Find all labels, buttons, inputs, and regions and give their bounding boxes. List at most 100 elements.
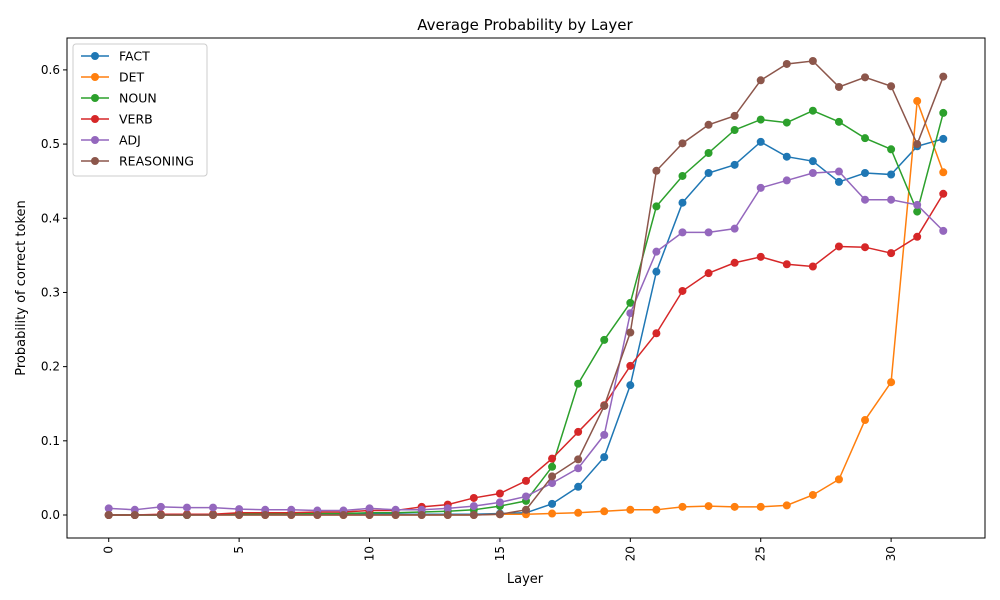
data-point — [808, 490, 817, 499]
data-point — [548, 462, 557, 471]
data-point — [939, 134, 948, 143]
data-point — [626, 505, 635, 514]
legend-item-reasoning: REASONING — [81, 154, 194, 169]
data-point — [808, 57, 817, 65]
data-point — [678, 228, 687, 237]
data-point — [782, 176, 791, 185]
data-point — [417, 511, 426, 519]
data-point — [887, 378, 896, 387]
data-point — [782, 501, 791, 510]
data-point — [756, 115, 765, 124]
data-point — [913, 232, 922, 241]
data-point — [443, 511, 452, 519]
data-point — [522, 476, 530, 485]
data-point — [235, 511, 244, 519]
data-point — [652, 202, 661, 211]
data-point — [287, 511, 296, 519]
data-point — [365, 511, 374, 519]
legend-label: VERB — [119, 112, 153, 127]
data-point — [652, 267, 661, 276]
data-point — [782, 152, 791, 161]
plot-frame — [66, 37, 986, 539]
data-point — [574, 464, 583, 473]
data-point — [209, 503, 218, 512]
series-line-fact — [108, 138, 944, 516]
data-point — [756, 76, 765, 85]
data-point — [704, 269, 713, 278]
data-point — [730, 111, 739, 120]
data-point — [600, 430, 609, 439]
data-point — [756, 137, 765, 146]
data-point — [548, 509, 557, 518]
data-point — [522, 505, 530, 514]
data-point — [443, 504, 452, 513]
data-point — [913, 97, 922, 106]
data-point — [861, 134, 870, 143]
data-point — [652, 247, 661, 256]
data-point — [730, 125, 739, 134]
data-point — [887, 249, 896, 258]
data-point — [678, 198, 687, 207]
data-point — [574, 482, 583, 491]
legend-label: DET — [119, 70, 145, 85]
legend-swatch-marker — [91, 52, 99, 60]
data-point — [469, 502, 478, 511]
plot-area — [104, 57, 948, 519]
data-point — [704, 148, 713, 157]
data-point — [235, 505, 244, 514]
data-point — [834, 242, 843, 251]
legend-item-det: DET — [81, 70, 145, 85]
x-tick-label: 20 — [623, 546, 637, 561]
data-point — [104, 504, 113, 513]
data-point — [834, 475, 843, 484]
legend-swatch-marker — [91, 157, 99, 165]
legend-swatch-marker — [91, 94, 99, 102]
data-point — [756, 252, 765, 261]
data-point — [678, 286, 687, 295]
series-line-noun — [108, 109, 944, 516]
data-point — [678, 502, 687, 511]
data-point — [209, 511, 218, 519]
legend: FACT DET NOUN VERB ADJ REASONING — [72, 43, 208, 177]
data-point — [261, 511, 270, 519]
data-point — [808, 262, 817, 271]
data-point — [495, 498, 504, 507]
legend-swatch-marker — [91, 73, 99, 81]
data-point — [600, 401, 609, 410]
x-tick-label: 10 — [363, 546, 377, 561]
data-point — [887, 195, 896, 204]
data-point — [704, 120, 713, 129]
data-point — [704, 169, 713, 178]
y-tick-label: 0.3 — [41, 285, 60, 299]
x-tick-label: 30 — [884, 546, 898, 561]
series-line-reasoning — [108, 60, 944, 516]
data-point — [548, 454, 557, 463]
data-point — [939, 72, 948, 81]
data-point — [469, 511, 478, 519]
data-point — [861, 243, 870, 252]
data-point — [939, 189, 948, 198]
data-point — [574, 508, 583, 517]
y-axis: 0.0 0.1 0.2 0.3 0.4 0.5 0.6 — [41, 63, 67, 522]
data-point — [704, 228, 713, 237]
data-point — [365, 504, 374, 513]
data-point — [391, 511, 400, 519]
data-point — [548, 472, 557, 481]
y-tick-label: 0.5 — [41, 137, 60, 151]
data-point — [626, 298, 635, 307]
series-line-adj — [108, 170, 944, 512]
x-axis-label: Layer — [507, 572, 544, 587]
data-point — [626, 309, 635, 318]
data-point — [130, 511, 139, 519]
series-adj — [104, 167, 948, 515]
data-point — [182, 503, 191, 512]
data-point — [834, 117, 843, 126]
data-point — [652, 166, 661, 175]
legend-item-verb: VERB — [81, 112, 153, 127]
data-point — [756, 502, 765, 511]
data-point — [730, 258, 739, 267]
data-point — [730, 160, 739, 169]
data-point — [808, 106, 817, 115]
data-point — [939, 108, 948, 117]
data-point — [495, 510, 504, 519]
